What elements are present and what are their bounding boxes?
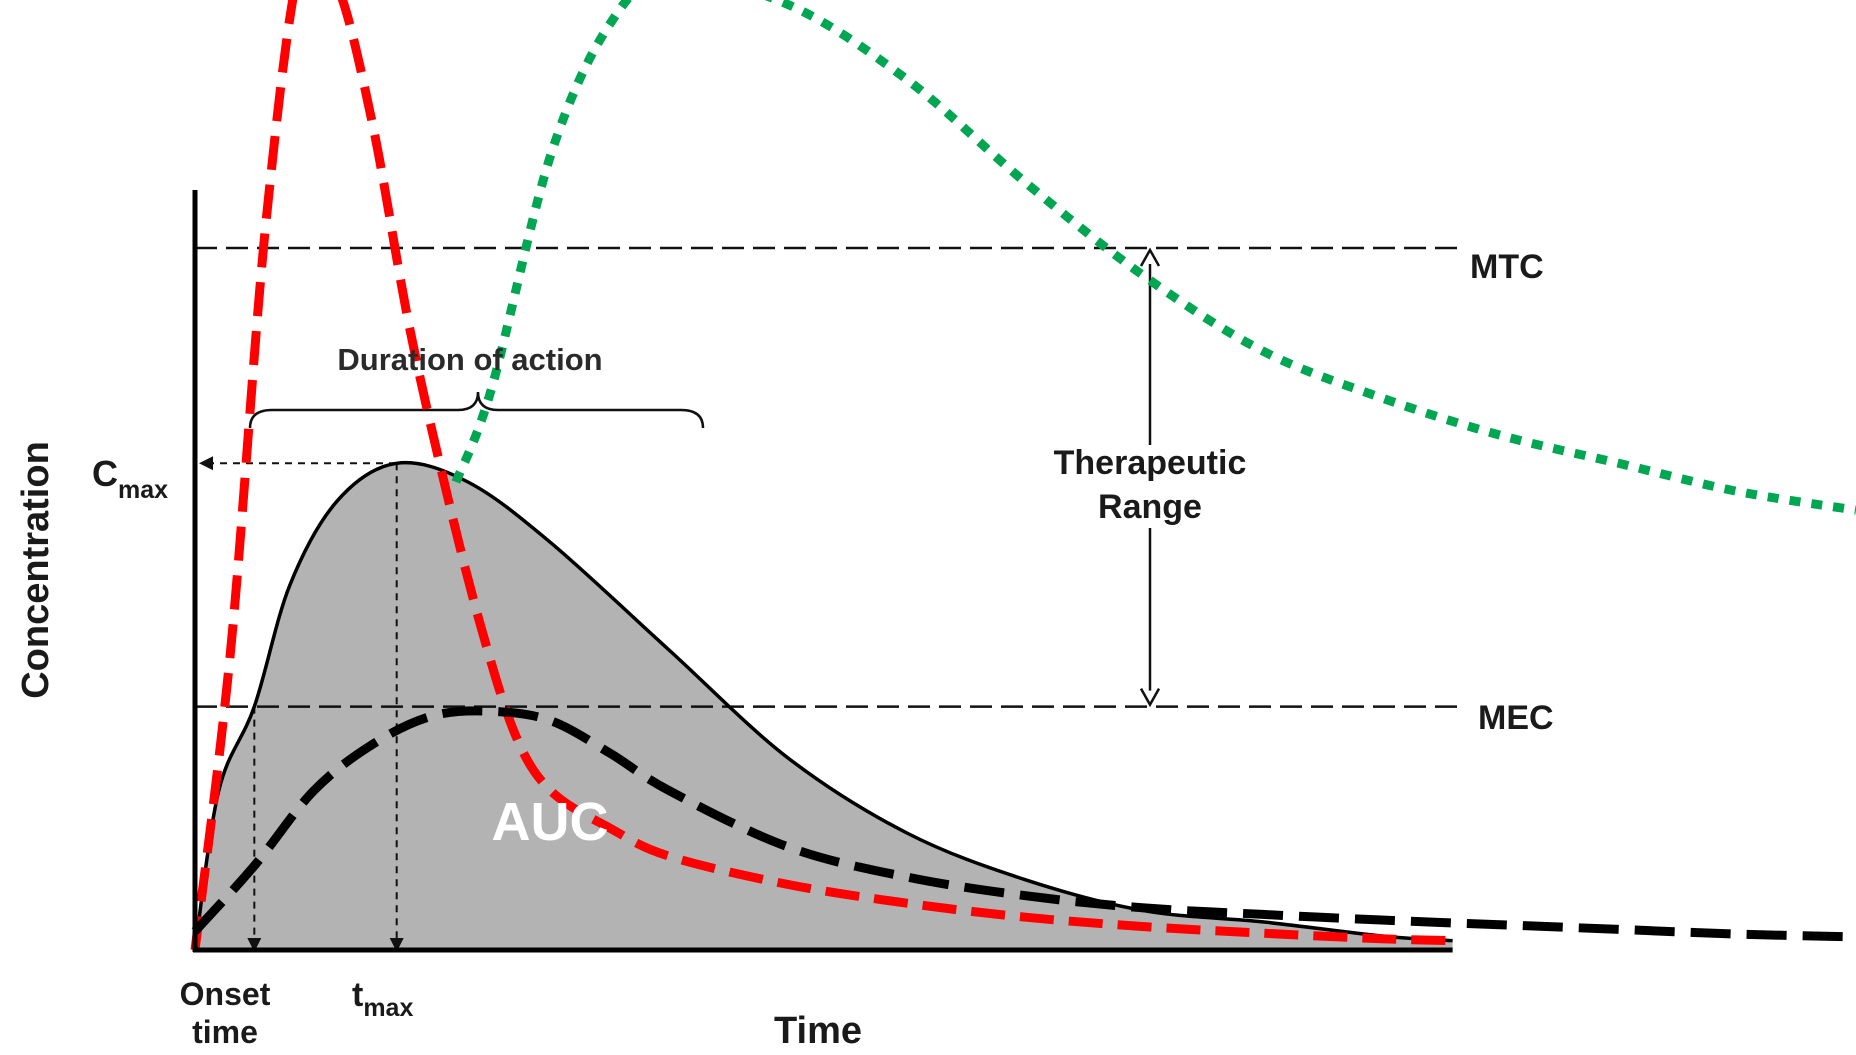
auc-label: AUC: [492, 792, 609, 852]
cmax-sub: max: [118, 476, 168, 504]
series-dotted-green-line: [451, 0, 1856, 515]
cmax-main: C: [92, 453, 118, 494]
mtc-label: MTC: [1470, 248, 1544, 286]
mec-label: MEC: [1478, 699, 1554, 737]
x-axis-label: Time: [774, 1010, 862, 1052]
range-arrow-bottom: [1139, 688, 1161, 708]
duration-label: Duration of action: [337, 342, 602, 377]
plot-layer: [190, 0, 1856, 953]
tmax-label: tmax: [352, 976, 413, 1022]
series-dashed-red-line: [190, 0, 1453, 951]
onset-arrow: [247, 938, 262, 952]
cmax-label: Cmax: [92, 453, 168, 504]
range-arrow-top: [1139, 247, 1161, 267]
cmax-arrow: [199, 456, 213, 471]
tmax-main: t: [352, 976, 363, 1014]
tmax-sub: max: [363, 994, 413, 1022]
tmax-arrow: [389, 938, 404, 952]
duration-brace: [248, 391, 705, 429]
auc-area: [195, 462, 1453, 950]
series-dashed-black-line: [191, 706, 1856, 942]
onset-label-line1: Onset: [180, 976, 271, 1012]
therapeutic-label-line2: Range: [1098, 488, 1202, 526]
y-axis-label: Concentration: [15, 441, 57, 699]
therapeutic-label-line1: Therapeutic: [1054, 444, 1247, 482]
series-main-line: [193, 460, 1453, 951]
onset-label-line2: time: [192, 1014, 258, 1050]
